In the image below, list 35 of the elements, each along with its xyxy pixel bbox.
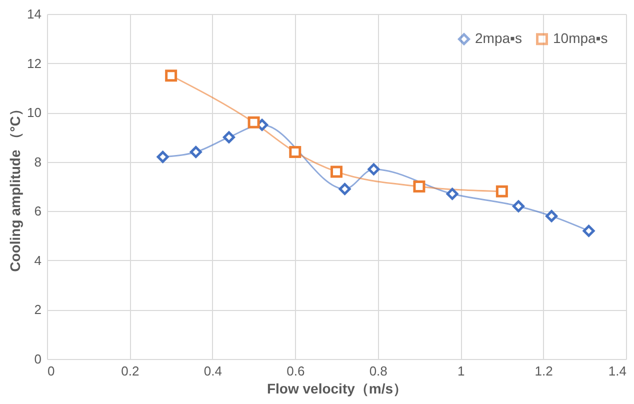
x-tick-label: 0.8	[369, 364, 388, 378]
legend-label: 10mpa▪s	[553, 30, 608, 46]
y-axis-title: Cooling amplitude （°C）	[7, 102, 24, 272]
y-tick-label: 4	[34, 252, 42, 268]
x-tick-label: 0	[48, 364, 55, 378]
point	[338, 182, 351, 195]
point	[165, 70, 178, 82]
point	[289, 146, 302, 158]
y-tick-label: 6	[34, 204, 42, 219]
point	[446, 188, 458, 200]
point	[156, 150, 169, 163]
point	[512, 200, 524, 212]
legend-label: 2mpa▪s	[475, 30, 522, 46]
point	[368, 163, 380, 176]
point	[330, 166, 342, 178]
y-tick-label: 2	[34, 302, 42, 318]
x-tick-label: 0.6	[286, 364, 305, 378]
x-axis-title: Flow velocity（m/s）	[266, 380, 408, 396]
y-tick-label: 10	[27, 105, 42, 120]
point	[546, 210, 558, 222]
x-tick-label: 1.2	[534, 364, 553, 378]
y-tick-label: 8	[34, 154, 42, 170]
x-tick-label: 0.4	[204, 364, 222, 378]
point	[190, 146, 202, 158]
point	[496, 185, 508, 198]
y-tick-label: 0	[34, 352, 42, 366]
point	[248, 116, 260, 128]
x-tick-label: 0.2	[121, 364, 140, 378]
point	[222, 131, 235, 144]
x-tick-label: 1.4	[608, 364, 626, 378]
x-tick-label: 1	[457, 364, 465, 378]
y-tick-label: 12	[27, 56, 42, 71]
y-tick-label: 14	[27, 6, 42, 22]
point	[582, 224, 595, 237]
point	[413, 180, 426, 192]
